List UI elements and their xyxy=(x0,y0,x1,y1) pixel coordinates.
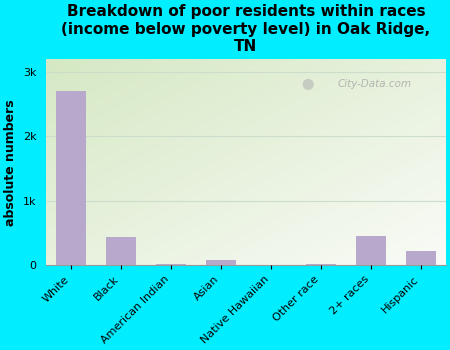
Bar xyxy=(406,251,436,265)
Y-axis label: absolute numbers: absolute numbers xyxy=(4,99,17,225)
Bar xyxy=(56,91,86,265)
Bar xyxy=(206,260,236,265)
Bar xyxy=(356,236,386,265)
Title: Breakdown of poor residents within races
(income below poverty level) in Oak Rid: Breakdown of poor residents within races… xyxy=(61,4,431,54)
Text: ⬤: ⬤ xyxy=(302,78,314,90)
Bar xyxy=(156,264,186,265)
Text: City-Data.com: City-Data.com xyxy=(338,79,412,89)
Bar xyxy=(106,237,136,265)
Bar xyxy=(306,264,336,265)
